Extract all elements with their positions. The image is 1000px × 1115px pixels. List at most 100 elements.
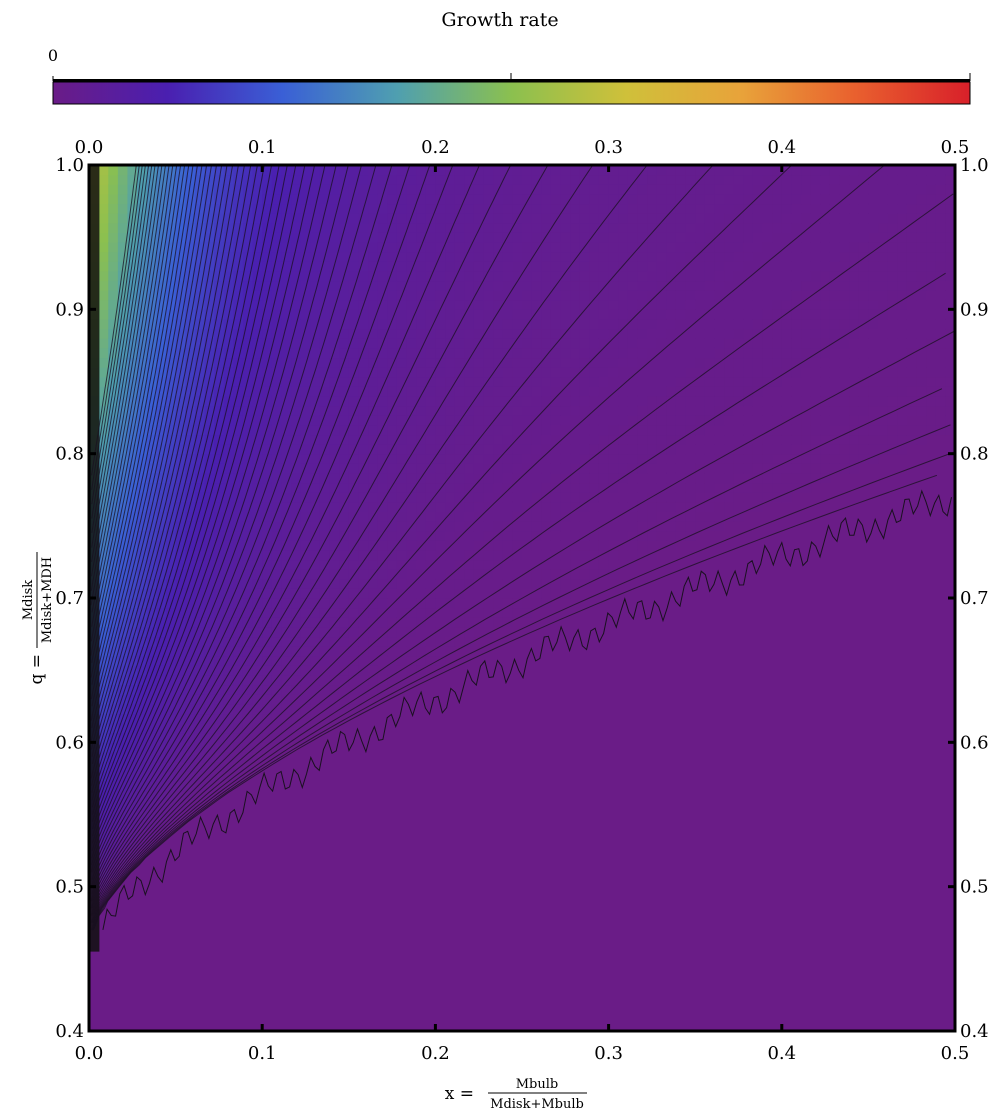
colorbar: Growth rate 0 bbox=[48, 9, 971, 105]
contour-line bbox=[92, 165, 411, 887]
contour-line bbox=[91, 165, 234, 765]
y-axis-label: q = Mdisk Mdisk+MDH bbox=[21, 552, 55, 685]
contour-line bbox=[91, 165, 252, 793]
contour-line bbox=[91, 165, 245, 786]
y-tick-label: 0.5 bbox=[55, 877, 84, 898]
x-tick-label: 0.5 bbox=[941, 1043, 970, 1064]
x-tick-label: 0.3 bbox=[594, 1043, 623, 1064]
contour-line bbox=[92, 165, 297, 837]
contour-line bbox=[92, 165, 362, 873]
contour-line bbox=[91, 165, 648, 916]
contour-line bbox=[91, 165, 159, 577]
contour-line bbox=[91, 388, 943, 931]
x-tick-label-top: 0.1 bbox=[248, 137, 277, 158]
y-tick-label-right: 0.6 bbox=[960, 732, 989, 753]
contour-line bbox=[91, 165, 153, 548]
contour-line bbox=[90, 330, 955, 931]
x-tick-label-top: 0.3 bbox=[594, 137, 623, 158]
y-tick-label-right: 0.9 bbox=[960, 299, 989, 320]
y-axis-label-numerator: Mdisk bbox=[21, 580, 36, 620]
contour-line bbox=[90, 165, 163, 591]
contour-line bbox=[91, 165, 150, 534]
x-tick-label-top: 0.2 bbox=[421, 137, 450, 158]
contour-lines bbox=[90, 165, 955, 931]
contour-line bbox=[90, 165, 198, 700]
x-tick-label-top: 0.4 bbox=[767, 137, 796, 158]
contour-line bbox=[92, 424, 951, 931]
contour-line bbox=[90, 165, 594, 916]
contour-line bbox=[91, 165, 137, 476]
contour-line bbox=[91, 165, 203, 707]
contour-line bbox=[91, 165, 377, 880]
contour-line bbox=[91, 165, 480, 902]
contour-line bbox=[90, 165, 182, 656]
colorbar-tick-label: 0 bbox=[48, 46, 58, 65]
contour-line bbox=[91, 165, 140, 490]
contour-line bbox=[90, 165, 349, 873]
x-tick-label-top: 0.5 bbox=[941, 137, 970, 158]
colorbar-gradient bbox=[52, 81, 971, 105]
x-tick-label: 0.1 bbox=[248, 1043, 277, 1064]
contour-line bbox=[91, 165, 265, 808]
contour-line bbox=[90, 165, 178, 642]
contour-line bbox=[91, 165, 143, 505]
contour-line bbox=[92, 193, 954, 923]
y-axis-label-denominator: Mdisk+MDH bbox=[40, 557, 55, 643]
contour-line bbox=[91, 165, 258, 801]
y-tick-label-right: 0.4 bbox=[960, 1021, 989, 1042]
contour-line bbox=[91, 165, 146, 519]
plot-area: 0.00.00.10.10.20.20.30.30.40.40.50.50.4 0… bbox=[55, 137, 988, 1064]
contour-line bbox=[91, 165, 174, 627]
contour-line bbox=[92, 165, 273, 815]
contour-line bbox=[90, 165, 223, 750]
y-tick-label: 1.0 bbox=[55, 155, 84, 176]
contour-line bbox=[90, 165, 793, 923]
contour-line bbox=[102, 489, 952, 930]
x-tick-label-top: 0.0 bbox=[75, 137, 104, 158]
contour-line bbox=[91, 165, 194, 685]
contour-line bbox=[90, 165, 217, 743]
contour-line bbox=[91, 165, 228, 757]
colorbar-top-border bbox=[53, 79, 970, 83]
contour-line bbox=[90, 165, 208, 721]
contour-line bbox=[92, 474, 938, 931]
contour-line bbox=[91, 165, 316, 851]
contour-line bbox=[92, 165, 714, 916]
y-tick-label-right: 0.5 bbox=[960, 877, 989, 898]
x-axis-label-denominator: Mdisk+Mbulb bbox=[490, 1097, 584, 1112]
contour-line bbox=[91, 165, 549, 909]
contour-line bbox=[92, 453, 951, 931]
y-tick-label-right: 1.0 bbox=[960, 155, 989, 176]
y-tick-label: 0.7 bbox=[55, 588, 84, 609]
contour-line bbox=[92, 272, 946, 923]
y-axis-label-prefix: q = bbox=[27, 654, 47, 685]
contour-line bbox=[91, 165, 170, 613]
contour-line bbox=[91, 165, 885, 923]
y-tick-label: 0.9 bbox=[55, 299, 84, 320]
y-tick-label-right: 0.7 bbox=[960, 588, 989, 609]
x-tick-label: 0.0 bbox=[75, 1043, 104, 1064]
x-tick-label: 0.4 bbox=[767, 1043, 796, 1064]
axis-ticks: 0.00.00.10.10.20.20.30.30.40.40.50.50.4 0… bbox=[55, 137, 988, 1064]
contour-line bbox=[90, 165, 190, 678]
contour-line bbox=[91, 165, 337, 866]
contour-line bbox=[90, 165, 393, 887]
y-tick-label: 0.8 bbox=[55, 444, 84, 465]
y-tick-label: 0.4 bbox=[55, 1021, 84, 1042]
x-axis-label-numerator: Mbulb bbox=[516, 1077, 559, 1092]
contour-line bbox=[90, 165, 454, 902]
contour-line bbox=[91, 165, 306, 844]
contour-line bbox=[92, 165, 280, 822]
contour-line bbox=[90, 165, 512, 909]
x-axis-label: x = Mbulb Mdisk+Mbulb bbox=[445, 1077, 587, 1112]
colorbar-label: Growth rate bbox=[441, 9, 558, 31]
contour-line bbox=[90, 165, 239, 779]
x-tick-label: 0.2 bbox=[421, 1043, 450, 1064]
x-axis-label-prefix: x = bbox=[445, 1084, 474, 1104]
contour-line bbox=[90, 165, 166, 606]
y-tick-label-right: 0.8 bbox=[960, 444, 989, 465]
contour-line bbox=[92, 165, 288, 830]
y-tick-label: 0.6 bbox=[55, 732, 84, 753]
contour-line bbox=[91, 165, 212, 729]
